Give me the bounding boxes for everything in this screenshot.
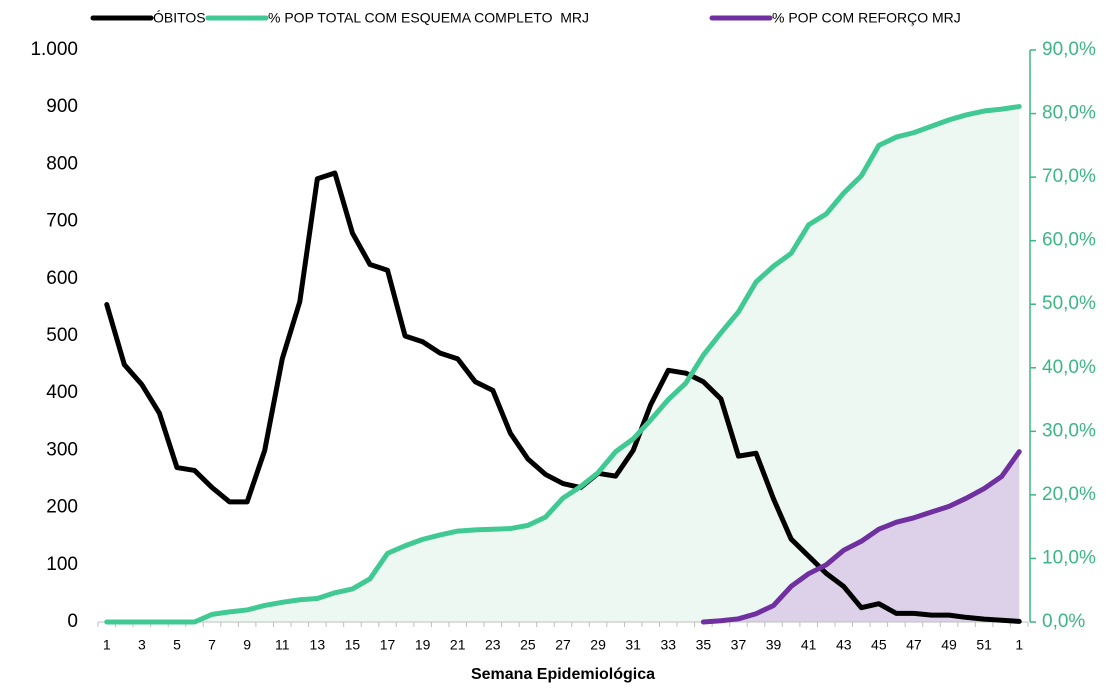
y2-tick-label: 80,0% — [1042, 103, 1096, 124]
x-axis-title: Semana Epidemiológica — [471, 666, 655, 683]
x-tick-label: 21 — [450, 637, 466, 653]
x-tick-label: 19 — [415, 637, 431, 653]
x-tick-label: 13 — [310, 637, 326, 653]
y2-tick-label: 40,0% — [1042, 357, 1096, 378]
x-tick-label: 15 — [345, 637, 361, 653]
x-tick-label: 27 — [555, 637, 571, 653]
y-tick-label: 1.000 — [30, 39, 78, 60]
series-line — [700, 449, 1022, 625]
y2-tick-label: 90,0% — [1042, 39, 1096, 60]
y2-tick-label: 70,0% — [1042, 166, 1096, 187]
x-tick-label: 45 — [871, 637, 887, 653]
y-tick-label: 900 — [46, 96, 78, 117]
y-tick-label: 300 — [46, 439, 78, 460]
series-area — [106, 106, 1020, 622]
x-tick-label: 7 — [208, 637, 216, 653]
x-tick-label: 1 — [1015, 637, 1023, 653]
x-tick-label: 5 — [173, 637, 181, 653]
series-line — [104, 104, 1022, 625]
x-tick-label: 47 — [906, 637, 922, 653]
x-tick-label: 33 — [660, 637, 676, 653]
y-tick-label: 800 — [46, 153, 78, 174]
y2-tick-label: 60,0% — [1042, 230, 1096, 251]
legend-label: ÓBITOS — [153, 10, 206, 26]
x-tick-label: 43 — [836, 637, 852, 653]
y-tick-label: 500 — [46, 325, 78, 346]
x-tick-label: 51 — [976, 637, 992, 653]
x-tick-label: 39 — [766, 637, 782, 653]
legend-label: % POP TOTAL COM ESQUEMA COMPLETO MRJ — [268, 10, 589, 26]
x-tick-label: 49 — [941, 637, 957, 653]
y2-tick-label: 50,0% — [1042, 293, 1096, 314]
y-tick-label: 600 — [46, 268, 78, 289]
x-tick-label: 25 — [520, 637, 536, 653]
x-tick-label: 1 — [103, 637, 111, 653]
x-tick-label: 11 — [275, 637, 290, 653]
y2-tick-label: 0,0% — [1042, 611, 1085, 632]
x-tick-label: 37 — [731, 637, 747, 653]
y-tick-label: 200 — [46, 497, 78, 518]
y-tick-label: 100 — [46, 554, 78, 575]
y2-tick-label: 30,0% — [1042, 420, 1096, 441]
x-tick-label: 31 — [625, 637, 641, 653]
series-line — [104, 170, 1022, 624]
x-tick-label: 17 — [380, 637, 396, 653]
y2-tick-label: 10,0% — [1042, 547, 1096, 568]
y-tick-label: 0 — [67, 611, 78, 632]
x-tick-label: 35 — [696, 637, 712, 653]
series-area — [703, 451, 1020, 622]
y-tick-label: 400 — [46, 382, 78, 403]
x-tick-label: 3 — [138, 637, 146, 653]
x-tick-label: 9 — [243, 637, 251, 653]
x-tick-label: 29 — [590, 637, 606, 653]
y-tick-label: 700 — [46, 211, 78, 232]
y2-tick-label: 20,0% — [1042, 484, 1096, 505]
x-tick-label: 41 — [801, 637, 817, 653]
x-tick-label: 23 — [485, 637, 501, 653]
legend-label: % POP COM REFORÇO MRJ — [772, 10, 961, 26]
